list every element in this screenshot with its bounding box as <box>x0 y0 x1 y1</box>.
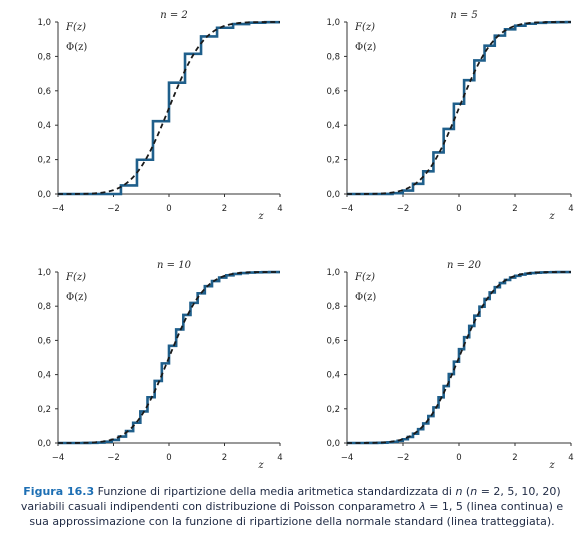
series-step-line <box>347 20 571 196</box>
y-tick-label: 1,0 <box>326 18 340 28</box>
x-tick-label: −2 <box>397 453 410 463</box>
figure-caption: Figura 16.3 Funzione di ripartizione del… <box>14 484 570 529</box>
caption-text-3: = 2, 5, 10, 20) variabili casuali indipe… <box>20 485 561 513</box>
y-tick-label: 0,2 <box>37 156 51 166</box>
legend-label: Φ(z) <box>355 292 376 303</box>
chart-panel: −4 −2 0 2 4 0,0 0,2 0,4 0,6 0,8 1,0 z n = 2 F(z) Φ(z) <box>37 10 282 222</box>
x-tick-label: −4 <box>341 453 354 463</box>
y-tick-label: 0,0 <box>326 190 340 200</box>
y-tick-label: 0,8 <box>326 302 340 312</box>
series-normal-dashed-line <box>347 271 571 444</box>
y-tick-label: 0,6 <box>326 336 340 346</box>
y-tick-label: 0,2 <box>37 405 51 415</box>
y-tick-label: 0,8 <box>326 52 340 62</box>
caption-var-n2: n <box>470 485 478 498</box>
x-tick-label: 4 <box>277 204 282 214</box>
y-tick-label: 0,4 <box>37 371 51 381</box>
series-step-line <box>347 270 571 445</box>
x-axis-label: z <box>257 460 264 470</box>
panel-title: n = 10 <box>157 260 192 271</box>
chart-panel: −4 −2 0 2 4 0,0 0,2 0,4 0,6 0,8 1,0 z n = 10 F(z) Φ(z) <box>37 260 282 470</box>
panel-title: n = 20 <box>447 260 482 271</box>
y-tick-label: 0,2 <box>326 156 340 166</box>
chart-panel: −4 −2 0 2 4 0,0 0,2 0,4 0,6 0,8 1,0 z n = 20 F(z) Φ(z) <box>326 260 573 470</box>
caption-text-2: ( <box>462 485 471 498</box>
caption-text-1: Funzione di ripartizione della media ari… <box>94 485 456 498</box>
panel-title: n = 2 <box>160 10 188 21</box>
x-tick-label: 4 <box>568 453 573 463</box>
y-tick-label: 0,6 <box>37 336 51 346</box>
x-tick-label: −4 <box>341 204 354 214</box>
x-tick-label: −2 <box>397 204 410 214</box>
x-tick-label: 0 <box>456 204 461 214</box>
y-tick-label: 0,4 <box>326 121 340 131</box>
x-axis-label: z <box>548 460 555 470</box>
x-tick-label: 2 <box>222 204 227 214</box>
legend-label: F(z) <box>65 22 86 33</box>
y-tick-label: 0,8 <box>37 302 51 312</box>
x-tick-label: 0 <box>166 453 171 463</box>
y-tick-label: 0,0 <box>37 439 51 449</box>
y-tick-label: 0,4 <box>37 121 51 131</box>
caption-var-n: n <box>455 485 463 498</box>
y-tick-label: 0,0 <box>37 190 51 200</box>
legend-label: Φ(z) <box>66 292 87 303</box>
y-tick-label: 1,0 <box>326 268 340 278</box>
x-tick-label: −2 <box>107 204 120 214</box>
caption-var-lambda: λ <box>419 500 426 513</box>
x-tick-label: 4 <box>568 204 573 214</box>
x-axis-label: z <box>548 211 555 222</box>
x-tick-label: −4 <box>52 453 65 463</box>
y-tick-label: 0,8 <box>37 52 51 62</box>
legend-label: Φ(z) <box>355 42 376 53</box>
caption-label: Figura 16.3 <box>23 485 95 498</box>
y-tick-label: 0,6 <box>326 87 340 97</box>
x-tick-label: 0 <box>456 453 461 463</box>
legend-label: Φ(z) <box>66 42 87 53</box>
x-tick-label: −2 <box>107 453 120 463</box>
chart-panel: −4 −2 0 2 4 0,0 0,2 0,4 0,6 0,8 1,0 z n = 5 F(z) Φ(z) <box>326 10 573 222</box>
legend-label: F(z) <box>354 22 375 33</box>
y-tick-label: 0,6 <box>37 87 51 97</box>
y-tick-label: 1,0 <box>37 268 51 278</box>
x-tick-label: 2 <box>512 204 517 214</box>
x-axis-label: z <box>257 211 264 222</box>
panel-title: n = 5 <box>450 10 478 21</box>
y-tick-label: 0,0 <box>326 439 340 449</box>
series-normal-dashed-line <box>347 21 571 195</box>
caption-text-4: = 1, 5 (linea continua) e sua approssima… <box>29 500 564 528</box>
legend-label: F(z) <box>354 272 375 283</box>
y-tick-label: 0,2 <box>326 405 340 415</box>
x-tick-label: 0 <box>166 204 171 214</box>
series-normal-dashed-line <box>58 271 280 444</box>
x-tick-label: 2 <box>512 453 517 463</box>
legend-label: F(z) <box>65 272 86 283</box>
x-tick-label: 2 <box>222 453 227 463</box>
y-tick-label: 1,0 <box>37 18 51 28</box>
series-normal-dashed-line <box>58 21 280 195</box>
x-tick-label: −4 <box>52 204 65 214</box>
figure-panels: −4 −2 0 2 40,00,20,40,60,81,0zn = 2F(z)Φ(z)−… <box>37 10 573 470</box>
y-tick-label: 0,4 <box>326 371 340 381</box>
x-tick-label: 4 <box>277 453 282 463</box>
